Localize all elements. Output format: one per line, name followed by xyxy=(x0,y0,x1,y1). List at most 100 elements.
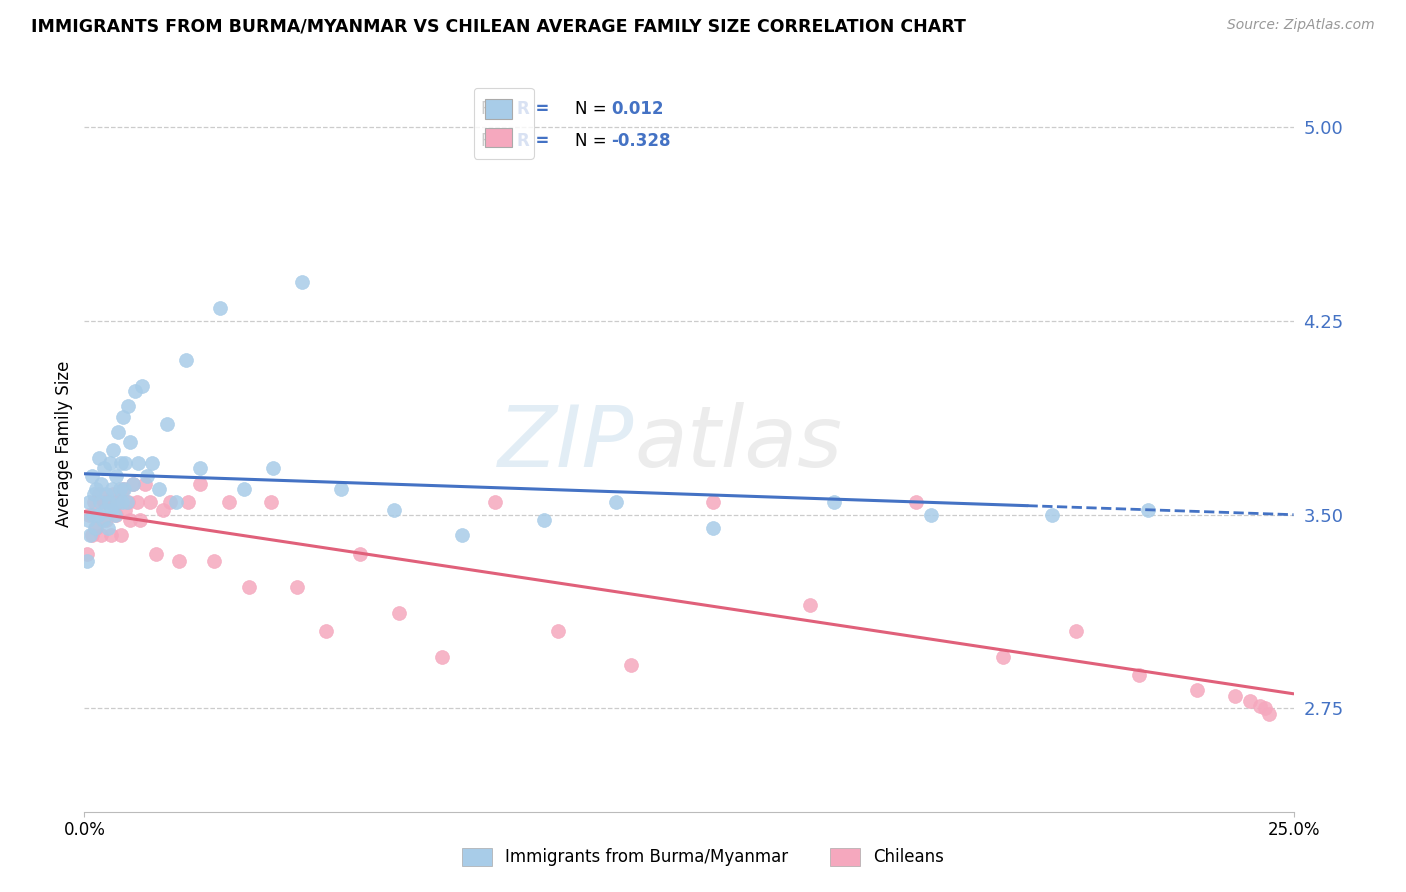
Point xyxy=(94,513,117,527)
Point xyxy=(107,425,129,439)
Point xyxy=(114,456,136,470)
Point xyxy=(86,521,108,535)
Point xyxy=(103,487,125,501)
Point xyxy=(1249,698,1271,713)
Point xyxy=(104,508,127,522)
Point xyxy=(89,495,111,509)
Point xyxy=(90,476,112,491)
Point xyxy=(87,508,110,522)
Point xyxy=(159,495,181,509)
Text: R =: R = xyxy=(481,132,517,150)
Point xyxy=(87,487,110,501)
Point xyxy=(262,461,284,475)
Point xyxy=(117,495,139,509)
Point xyxy=(97,495,120,509)
Point xyxy=(208,301,231,316)
Point xyxy=(110,528,132,542)
Point xyxy=(93,502,115,516)
Point xyxy=(120,513,142,527)
Point xyxy=(98,456,121,470)
Point xyxy=(238,580,260,594)
Point xyxy=(93,461,115,475)
Point xyxy=(349,547,371,561)
Point xyxy=(702,495,724,509)
Point xyxy=(104,508,127,522)
Y-axis label: Average Family Size: Average Family Size xyxy=(55,360,73,527)
Point xyxy=(120,435,142,450)
Point xyxy=(233,482,256,496)
Point xyxy=(620,657,643,672)
Point xyxy=(112,482,135,496)
Point xyxy=(100,502,122,516)
Point xyxy=(259,495,281,509)
Point xyxy=(190,476,212,491)
Point xyxy=(80,528,103,542)
Point xyxy=(100,528,122,542)
Text: IMMIGRANTS FROM BURMA/MYANMAR VS CHILEAN AVERAGE FAMILY SIZE CORRELATION CHART: IMMIGRANTS FROM BURMA/MYANMAR VS CHILEAN… xyxy=(31,18,966,36)
Point xyxy=(77,513,100,527)
Point xyxy=(112,409,135,424)
Point xyxy=(484,495,506,509)
Point xyxy=(291,276,314,290)
Text: R =: R = xyxy=(517,132,550,150)
Point xyxy=(382,502,405,516)
Point xyxy=(134,476,156,491)
Point xyxy=(115,495,138,509)
Point xyxy=(77,495,100,509)
Point xyxy=(285,580,308,594)
Point xyxy=(1137,502,1160,516)
Point xyxy=(605,495,627,509)
Point xyxy=(218,495,240,509)
Point xyxy=(1239,694,1261,708)
Point xyxy=(450,528,472,542)
Point xyxy=(993,649,1015,664)
Text: R =: R = xyxy=(517,100,550,118)
Point xyxy=(97,495,120,509)
Point xyxy=(94,487,117,501)
Point xyxy=(1064,624,1087,638)
Point xyxy=(87,450,110,465)
Point xyxy=(127,456,149,470)
Point xyxy=(105,495,128,509)
Point xyxy=(111,495,134,509)
Point xyxy=(86,482,108,496)
Point xyxy=(1253,701,1275,715)
Point xyxy=(107,495,129,509)
Text: N =: N = xyxy=(575,132,612,150)
Point xyxy=(82,508,104,522)
Point xyxy=(121,476,143,491)
Point xyxy=(547,624,569,638)
Point xyxy=(76,547,98,561)
Point xyxy=(91,513,114,527)
Point xyxy=(121,476,143,491)
Point xyxy=(103,443,125,458)
Point xyxy=(83,495,105,509)
Text: Source: ZipAtlas.com: Source: ZipAtlas.com xyxy=(1227,18,1375,32)
Point xyxy=(112,482,135,496)
Point xyxy=(90,528,112,542)
Point xyxy=(202,554,225,568)
Point xyxy=(174,352,197,367)
Point xyxy=(702,521,724,535)
Point xyxy=(1128,668,1150,682)
Point xyxy=(131,378,153,392)
Point xyxy=(97,521,120,535)
Point xyxy=(1185,683,1208,698)
Point xyxy=(823,495,845,509)
Point xyxy=(101,482,124,496)
Point xyxy=(76,554,98,568)
Point xyxy=(136,469,159,483)
Point xyxy=(177,495,200,509)
Point xyxy=(533,513,555,527)
Point xyxy=(315,624,337,638)
Point xyxy=(905,495,928,509)
Point xyxy=(84,521,107,535)
Text: ZIP: ZIP xyxy=(498,402,634,485)
Point xyxy=(114,502,136,516)
Point xyxy=(388,606,411,620)
Point xyxy=(145,547,167,561)
Point xyxy=(1225,689,1247,703)
Text: atlas: atlas xyxy=(634,402,842,485)
Point xyxy=(125,495,148,509)
Point xyxy=(1258,706,1281,721)
